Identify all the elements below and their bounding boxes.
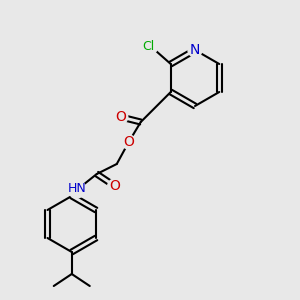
Circle shape <box>114 110 128 124</box>
Text: HN: HN <box>68 182 86 196</box>
Circle shape <box>68 180 86 198</box>
Circle shape <box>140 37 158 55</box>
Circle shape <box>122 135 136 149</box>
Text: Cl: Cl <box>142 40 155 52</box>
Text: O: O <box>123 135 134 149</box>
Text: O: O <box>115 110 126 124</box>
Circle shape <box>108 179 122 193</box>
Circle shape <box>188 43 202 57</box>
Text: O: O <box>109 179 120 193</box>
Text: N: N <box>190 43 200 57</box>
